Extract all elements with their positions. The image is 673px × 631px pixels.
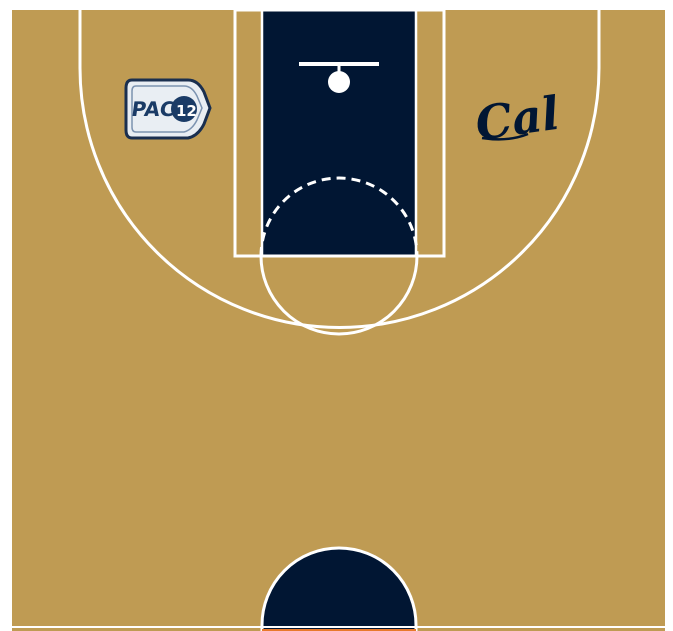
three-point-line: [78, 10, 601, 329]
pac-12-shield-icon: PAC 12: [124, 78, 212, 140]
free-throw-circle-solid: [259, 255, 419, 336]
cal-script-logo: Cal: [472, 86, 563, 151]
paint-lane: [262, 10, 416, 256]
free-throw-circle-dashed: [259, 176, 419, 257]
center-circle: [260, 546, 418, 631]
svg-text:PAC: PAC: [130, 97, 176, 121]
rim: [328, 71, 350, 93]
svg-text:Cal: Cal: [472, 86, 563, 151]
svg-text:12: 12: [176, 102, 197, 120]
outer-lane-lines: [233, 8, 446, 258]
